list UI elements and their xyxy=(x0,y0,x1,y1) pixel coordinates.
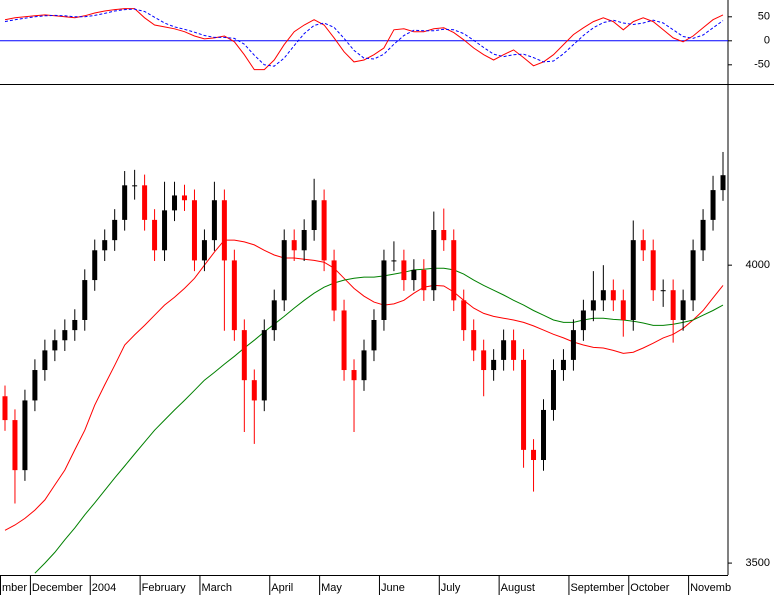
candle-body xyxy=(112,219,118,241)
candle-body xyxy=(52,340,58,351)
candle-body xyxy=(261,330,267,401)
candle-body xyxy=(42,350,48,371)
candle-body xyxy=(271,300,277,331)
candle-body xyxy=(451,240,457,301)
candle-body xyxy=(531,449,537,461)
candle-body xyxy=(221,200,227,261)
candle-body xyxy=(331,260,337,311)
x-tick-label: May xyxy=(321,582,342,594)
candle-body xyxy=(32,370,38,401)
candle-body xyxy=(371,319,377,351)
candle-body xyxy=(391,260,397,262)
candle-body xyxy=(521,359,527,450)
candle-body xyxy=(152,219,158,251)
candle-body xyxy=(650,250,656,291)
candle-body xyxy=(580,310,586,331)
candle-body xyxy=(211,200,217,241)
x-tick-label: June xyxy=(381,582,405,594)
candle-body xyxy=(251,380,257,401)
candle-body xyxy=(491,359,497,371)
candle-body xyxy=(421,269,427,291)
candle-body xyxy=(441,230,447,241)
candle-body xyxy=(710,190,716,220)
x-tick-label: October xyxy=(630,582,669,594)
y-tick-label: -50 xyxy=(754,59,770,71)
x-tick-label: September xyxy=(570,582,624,594)
candle-body xyxy=(132,185,138,187)
candle-body xyxy=(92,250,98,281)
candle-body xyxy=(361,350,367,381)
candle-body xyxy=(2,396,8,421)
candle-body xyxy=(181,195,187,201)
y-tick-label: 4000 xyxy=(746,259,770,271)
x-tick-label: Novemb xyxy=(690,582,731,594)
candle-body xyxy=(22,400,28,471)
y-tick-label: 0 xyxy=(764,35,770,47)
candle-body xyxy=(82,280,88,320)
candle-body xyxy=(550,370,556,410)
candle-body xyxy=(600,290,606,301)
candle-body xyxy=(201,240,207,261)
moving-average xyxy=(34,267,724,574)
y-tick-label: 50 xyxy=(758,11,770,23)
oscillator-line xyxy=(4,8,724,71)
candle-body xyxy=(62,330,68,341)
x-tick-label: August xyxy=(501,582,535,594)
candle-body xyxy=(471,330,477,351)
candle-body xyxy=(670,290,676,320)
candle-body xyxy=(630,240,636,320)
x-tick-label: 2004 xyxy=(92,582,116,594)
candle-body xyxy=(501,340,507,360)
candle-body xyxy=(381,260,387,320)
candle-body xyxy=(172,195,178,211)
candle-body xyxy=(461,300,467,331)
candle-body xyxy=(231,260,237,331)
candle-body xyxy=(481,350,487,371)
candle-body xyxy=(541,409,547,461)
candle-body xyxy=(411,269,417,281)
x-tick-label: April xyxy=(271,582,293,594)
candle-body xyxy=(162,210,168,251)
candle-body xyxy=(321,200,327,261)
candle-body xyxy=(142,185,148,220)
candle-body xyxy=(570,330,576,360)
candle-body xyxy=(700,219,706,251)
candle-body xyxy=(341,310,347,371)
candle-body xyxy=(620,300,626,320)
candle-body xyxy=(351,370,357,381)
x-tick-label: mber xyxy=(2,582,27,594)
candle-body xyxy=(560,359,566,371)
x-tick-label: February xyxy=(142,582,187,594)
candle-body xyxy=(291,240,297,251)
candle-body xyxy=(311,200,317,231)
x-tick-label: July xyxy=(441,582,461,594)
candle-body xyxy=(281,240,287,301)
candle-body xyxy=(241,330,247,381)
candle-body xyxy=(720,175,726,191)
candle-body xyxy=(590,300,596,311)
y-tick-label: 3500 xyxy=(746,557,770,569)
candle-body xyxy=(102,240,108,251)
candle-body xyxy=(301,230,307,251)
candle-body xyxy=(610,290,616,301)
candle-body xyxy=(72,319,78,331)
x-tick-label: March xyxy=(201,582,232,594)
candle-body xyxy=(511,340,517,360)
candle-body xyxy=(12,420,18,471)
candle-body xyxy=(431,230,437,291)
candle-body xyxy=(660,290,666,292)
candle-body xyxy=(401,260,407,281)
candle-body xyxy=(680,300,686,320)
oscillator-line xyxy=(4,8,724,67)
candle-body xyxy=(191,200,197,261)
candle-body xyxy=(690,250,696,301)
x-tick-label: December xyxy=(32,582,83,594)
moving-average xyxy=(4,239,724,531)
candle-body xyxy=(640,240,646,251)
candle-body xyxy=(122,185,128,220)
